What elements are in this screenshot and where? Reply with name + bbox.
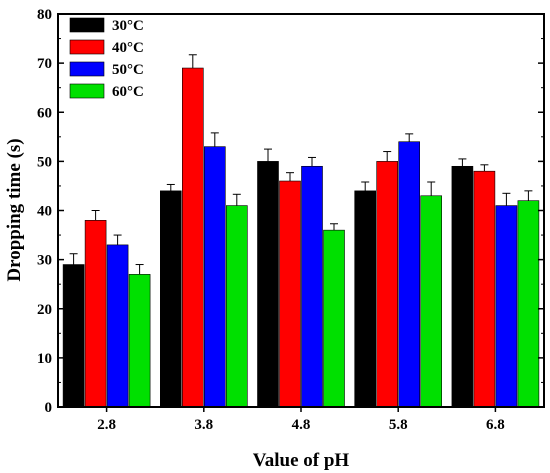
legend-swatch xyxy=(69,39,105,55)
legend-swatch xyxy=(69,61,105,77)
bar-40C-ph-6-8 xyxy=(473,170,496,408)
bar-50C-ph-4-8 xyxy=(301,165,323,408)
bar-50C-ph-2-8 xyxy=(106,244,129,408)
bar-30C-ph-6-8 xyxy=(451,165,474,408)
y-axis: 0 10 20 30 40 50 60 70 80 xyxy=(37,7,544,416)
error-bar-40C-ph-3-8 xyxy=(188,54,197,69)
x-tick-label: 6.8 xyxy=(486,417,505,433)
y-tick-label: 30 xyxy=(37,253,52,269)
error-bar-50C-ph-2-8 xyxy=(113,234,122,245)
bar-50C-ph-5-8 xyxy=(398,141,421,408)
bar-50C-ph-6-8 xyxy=(495,205,518,408)
y-axis-title: Dropping time (s) xyxy=(4,138,25,281)
error-bar-30C-ph-5-8 xyxy=(361,181,370,191)
legend-label: 60°C xyxy=(112,84,144,100)
error-bars-layer xyxy=(69,54,533,275)
error-bar-60C-ph-2-8 xyxy=(135,264,144,275)
error-bar-30C-ph-3-8 xyxy=(166,183,175,191)
bar-60C-ph-4-8 xyxy=(323,229,345,408)
legend-entry-30C: 30°C xyxy=(69,17,144,34)
error-bar-30C-ph-6-8 xyxy=(458,158,467,167)
error-bar-40C-ph-2-8 xyxy=(91,210,100,221)
y-tick-label: 20 xyxy=(37,302,52,318)
legend-label: 50°C xyxy=(112,62,144,78)
bar-40C-ph-4-8 xyxy=(279,180,301,408)
error-bar-50C-ph-6-8 xyxy=(502,192,511,206)
bar-40C-ph-5-8 xyxy=(376,161,399,408)
bar-40C-ph-3-8 xyxy=(182,67,204,408)
bar-60C-ph-2-8 xyxy=(128,274,151,408)
bar-30C-ph-5-8 xyxy=(354,190,377,408)
error-bar-50C-ph-5-8 xyxy=(405,133,414,142)
legend-entry-50C: 50°C xyxy=(69,61,144,78)
legend-entry-60C: 60°C xyxy=(69,83,144,100)
error-bar-50C-ph-3-8 xyxy=(210,132,219,147)
y-tick-label: 70 xyxy=(37,56,52,72)
legend-label: 30°C xyxy=(112,18,144,34)
legend-entry-40C: 40°C xyxy=(69,39,144,56)
x-axis-title: Value of pH xyxy=(253,450,350,471)
bar-40C-ph-2-8 xyxy=(84,220,107,408)
bar-60C-ph-6-8 xyxy=(517,200,540,408)
error-bar-30C-ph-2-8 xyxy=(69,253,78,265)
bar-60C-ph-3-8 xyxy=(226,205,248,408)
bar-60C-ph-5-8 xyxy=(420,195,443,408)
error-bar-60C-ph-4-8 xyxy=(330,223,338,231)
bar-30C-ph-3-8 xyxy=(160,190,182,408)
error-bar-40C-ph-4-8 xyxy=(286,172,294,182)
x-tick-label: 5.8 xyxy=(389,417,408,433)
error-bar-40C-ph-5-8 xyxy=(383,151,392,162)
y-tick-label: 60 xyxy=(37,105,52,121)
legend-label: 40°C xyxy=(112,40,144,56)
y-tick-label: 10 xyxy=(37,351,52,367)
y-tick-label: 40 xyxy=(37,204,52,220)
bar-50C-ph-3-8 xyxy=(204,146,226,408)
y-tick-label: 50 xyxy=(37,154,52,170)
bars-layer xyxy=(62,67,540,408)
bar-30C-ph-2-8 xyxy=(62,264,85,408)
error-bar-60C-ph-6-8 xyxy=(524,190,533,201)
bar-30C-ph-4-8 xyxy=(257,161,279,408)
y-tick-label: 0 xyxy=(45,400,53,416)
error-bar-40C-ph-6-8 xyxy=(480,164,489,172)
error-bar-60C-ph-5-8 xyxy=(427,181,436,196)
x-tick-label: 2.8 xyxy=(97,417,116,433)
error-bar-60C-ph-3-8 xyxy=(232,193,241,206)
legend: 30°C 40°C 50°C 60°C xyxy=(69,17,144,100)
error-bar-30C-ph-4-8 xyxy=(264,148,272,162)
y-tick-label: 80 xyxy=(37,7,52,23)
error-bar-50C-ph-4-8 xyxy=(308,156,316,167)
x-tick-label: 3.8 xyxy=(194,417,213,433)
legend-swatch xyxy=(69,17,105,33)
x-tick-label: 4.8 xyxy=(292,417,311,433)
legend-swatch xyxy=(69,83,105,99)
x-axis: 2.8 3.8 4.8 5.8 6.8 xyxy=(97,407,505,433)
